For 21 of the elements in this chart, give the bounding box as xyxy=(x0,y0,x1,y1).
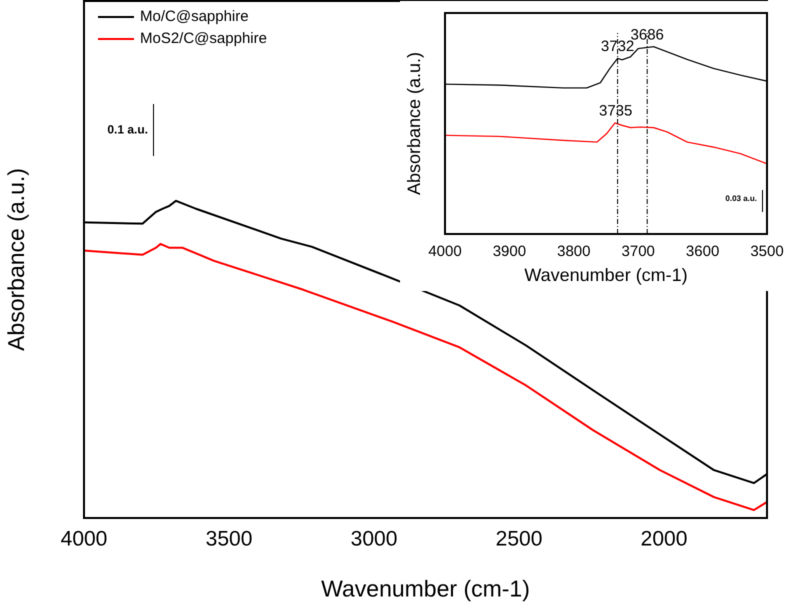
x-tick-label: 2500 xyxy=(496,527,542,550)
x-tick-label: 3000 xyxy=(350,527,398,550)
annotation: 3732 xyxy=(600,38,634,56)
x-tick-label: 3900 xyxy=(492,243,526,260)
x-axis-title: Wavenumber (cm-1) xyxy=(321,576,530,602)
legend-label: Mo/C@sapphire xyxy=(140,8,249,26)
x-tick-label: 3500 xyxy=(750,243,784,260)
x-tick-label: 3800 xyxy=(557,243,590,260)
x-tick-label: 3500 xyxy=(206,527,252,550)
x-tick-label: 4000 xyxy=(60,527,108,550)
text: 0.1 a.u. xyxy=(107,122,148,137)
x-tick-label: 4000 xyxy=(428,243,462,260)
x-tick-label: 3600 xyxy=(686,243,720,260)
y-axis-title: Absorbance (a.u.) xyxy=(404,52,424,196)
annotation: 3735 xyxy=(598,102,632,120)
x-tick-label: 3700 xyxy=(622,243,655,260)
x-axis-title: Wavenumber (cm-1) xyxy=(524,265,688,286)
y-axis-title: Absorbance (a.u.) xyxy=(3,168,30,351)
annotation: 0.03 a.u. xyxy=(725,194,757,203)
legend-label: MoS2/C@sapphire xyxy=(140,30,267,48)
x-tick-label: 2000 xyxy=(640,527,688,550)
